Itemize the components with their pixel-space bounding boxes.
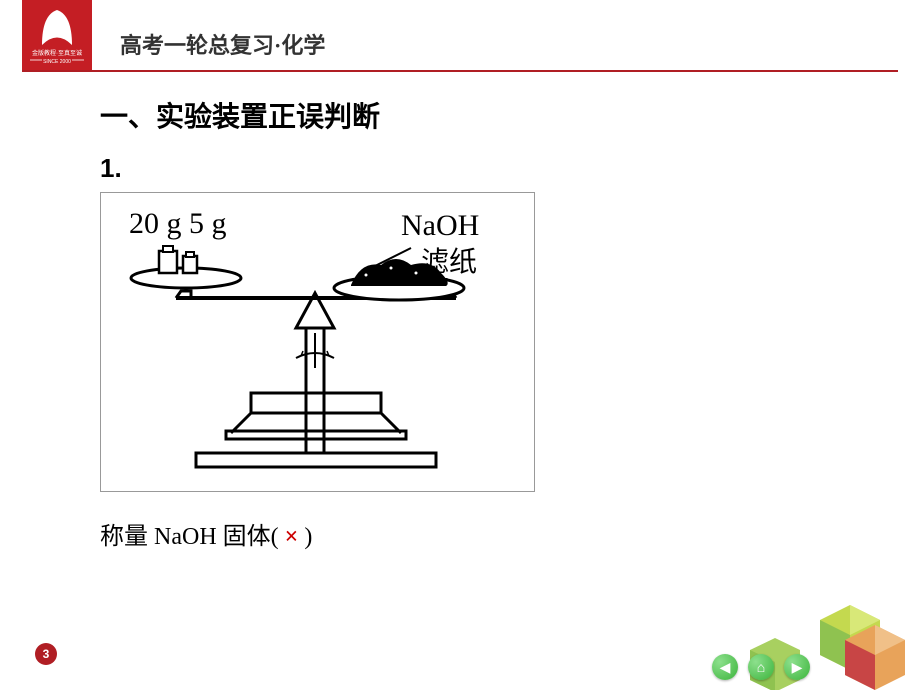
svg-text:SINCE 2000: SINCE 2000 — [43, 59, 71, 65]
nav-home-button[interactable]: ⌂ — [748, 654, 774, 680]
brand-logo: 金版教程·至真至诚 SINCE 2000 — [22, 0, 92, 70]
header-title: 高考一轮总复习·化学 — [120, 28, 325, 60]
balance-diagram: 20 g 5 g NaOH 滤纸 — [100, 192, 535, 492]
answer-mark: × — [279, 524, 305, 550]
caption-suffix: ) — [304, 524, 312, 550]
section-title: 一、实验装置正误判断 — [100, 95, 860, 135]
caption-prefix: 称量 NaOH 固体( — [100, 524, 279, 550]
diagram-caption: 称量 NaOH 固体(×) — [100, 516, 860, 551]
weight-label: 20 g 5 g — [129, 207, 227, 240]
header-divider — [22, 70, 898, 72]
nav-forward-button[interactable]: ▶ — [784, 654, 810, 680]
page-number-badge: 3 — [35, 643, 57, 665]
naoh-label: NaOH — [401, 209, 479, 242]
nav-controls: ◀ ⌂ ▶ — [712, 654, 810, 680]
item-number: 1. — [100, 153, 860, 184]
main-content: 一、实验装置正误判断 1. 20 g 5 g NaOH 滤纸 — [100, 95, 860, 551]
svg-text:金版教程·至真至诚: 金版教程·至真至诚 — [32, 49, 82, 57]
nav-back-button[interactable]: ◀ — [712, 654, 738, 680]
